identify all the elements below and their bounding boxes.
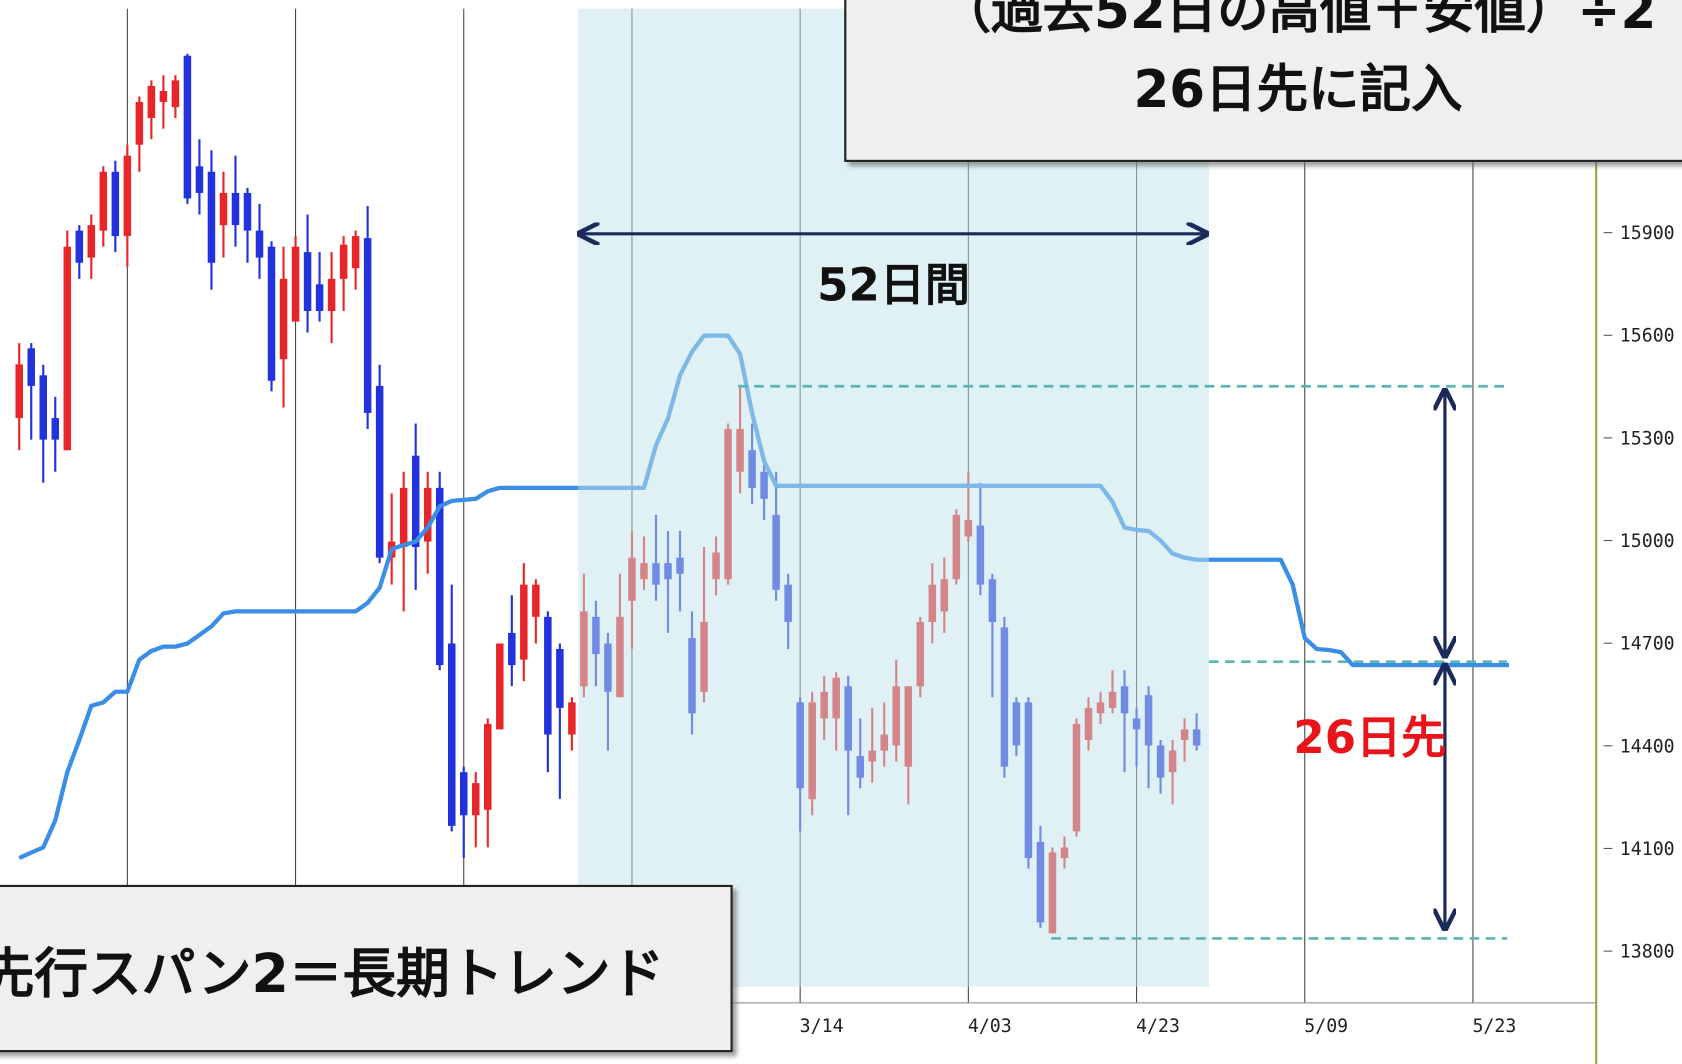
candle-body <box>508 632 516 666</box>
candle-body <box>255 230 264 258</box>
candle-body <box>447 643 456 826</box>
y-tick-label: 13800 <box>1620 942 1675 963</box>
candle-body <box>568 702 576 735</box>
x-tick-label: 4/23 <box>1136 1016 1180 1037</box>
candle-body <box>147 85 156 119</box>
candle-body <box>75 230 84 263</box>
candle-body <box>363 238 372 413</box>
candle-body <box>291 246 300 322</box>
candle-body <box>39 375 48 440</box>
candle-body <box>315 284 324 311</box>
x-tick-label: 3/14 <box>800 1016 844 1037</box>
shift-text: 26日先に記入 <box>1133 60 1462 120</box>
candle-body <box>532 584 540 617</box>
caption-box <box>0 884 733 1053</box>
candle-body <box>231 192 240 226</box>
candle-body <box>267 246 276 381</box>
y-tick-label: 14100 <box>1620 839 1675 860</box>
formula-box <box>844 0 1682 162</box>
candle-body <box>423 487 432 542</box>
candle-body <box>339 244 348 279</box>
candle-body <box>195 166 204 193</box>
candle-body <box>159 91 168 102</box>
candle-body <box>556 649 564 708</box>
candle-body <box>243 192 252 231</box>
candle-body <box>279 278 288 360</box>
candle-body <box>123 155 132 237</box>
caption-text: 先行スパン2＝長期トレンド <box>0 942 664 1005</box>
candle-body <box>303 252 312 311</box>
y-tick-label: 15900 <box>1620 223 1675 244</box>
x-tick-label: 5/09 <box>1304 1016 1348 1037</box>
y-tick-label: 15600 <box>1620 326 1675 347</box>
ahead-label: 26日先 <box>1293 711 1446 764</box>
formula-text: （過去52日の高値＋安値）÷2 <box>940 0 1657 41</box>
candle-body <box>520 584 528 660</box>
candle-body <box>183 55 192 199</box>
y-tick-label: 14400 <box>1620 736 1675 757</box>
candle-body <box>351 236 360 269</box>
candle-body <box>15 364 23 419</box>
candle-body <box>111 171 120 237</box>
candle-body <box>375 385 384 558</box>
candle-body <box>219 192 228 226</box>
candle-body <box>399 487 408 548</box>
candle-body <box>472 783 480 816</box>
candle-body <box>411 455 420 548</box>
y-tick-label: 15300 <box>1620 428 1675 449</box>
candle-body <box>496 643 504 730</box>
candle-body <box>87 225 96 258</box>
candle-body <box>99 171 108 231</box>
y-tick-label: 15000 <box>1620 531 1675 552</box>
candle-body <box>435 487 444 666</box>
period-label: 52日間 <box>817 258 970 311</box>
candle-body <box>484 723 492 810</box>
candle-body <box>135 101 144 145</box>
x-tick-label: 5/23 <box>1472 1016 1516 1037</box>
candle-body <box>327 278 336 311</box>
candle-body <box>27 348 35 386</box>
candle-body <box>207 171 216 263</box>
period-shade <box>578 8 1209 987</box>
candle-body <box>171 80 180 108</box>
candle-body <box>63 246 72 451</box>
candle-body <box>459 772 468 816</box>
y-tick-label: 14700 <box>1620 634 1675 655</box>
candle-body <box>51 418 60 440</box>
candle-body <box>544 616 552 735</box>
x-tick-label: 4/03 <box>968 1016 1012 1037</box>
